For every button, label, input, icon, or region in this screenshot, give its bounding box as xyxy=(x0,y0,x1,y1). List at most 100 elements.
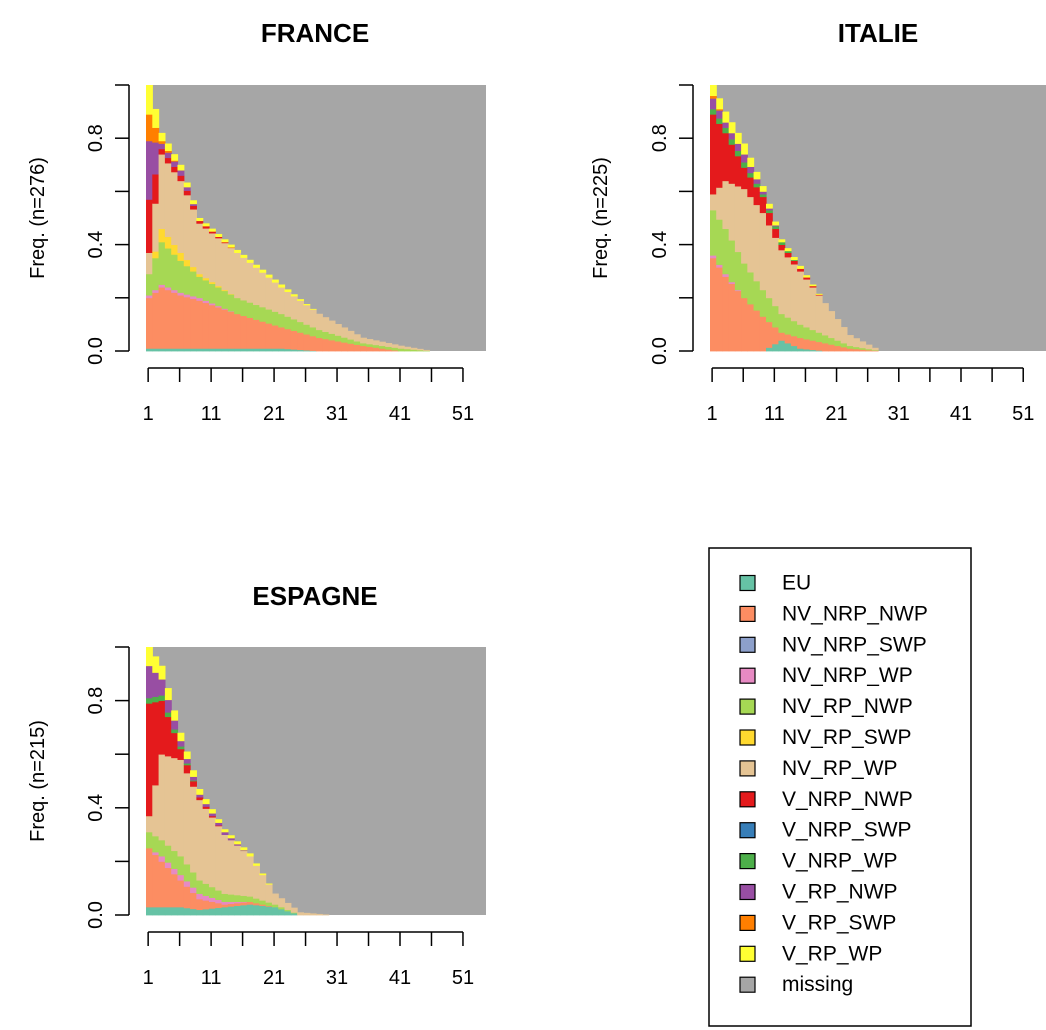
legend-swatch xyxy=(739,822,756,839)
bar-segment-nv-rp-wp xyxy=(171,757,179,852)
bar-segment-eu xyxy=(278,908,286,916)
bar-segment-v-rp-wp xyxy=(208,228,216,232)
bar-segment-nv-nrp-nwp xyxy=(741,297,748,352)
bar-segment-v-nrp-nwp xyxy=(734,155,742,187)
bar-segment-v-rp-nwp xyxy=(772,225,780,227)
bar-segment-nv-rp-wp xyxy=(259,874,267,901)
bar-segment-v-rp-nwp xyxy=(734,143,742,152)
bar-segment-v-rp-swp xyxy=(164,150,172,153)
bar-segment-nv-rp-nwp xyxy=(865,348,873,351)
bar-segment-nv-nrp-wp xyxy=(190,296,197,300)
bar-segment-nv-rp-swp xyxy=(152,251,160,259)
bar-segment-nv-rp-nwp xyxy=(246,896,254,902)
bar-segment-v-rp-wp xyxy=(809,284,817,287)
bar-segment-v-nrp-wp xyxy=(158,695,166,701)
x-tick-label: 11 xyxy=(201,403,222,425)
bar-segment-nv-rp-nwp xyxy=(366,343,374,347)
bar-segment-nv-rp-nwp xyxy=(265,309,273,324)
bar-segment-nv-rp-wp xyxy=(227,839,235,895)
bar-segment-eu xyxy=(259,348,267,352)
bar-segment-nv-rp-nwp xyxy=(728,240,736,283)
x-axis: 1 11 21 31 41 51 xyxy=(707,367,1034,425)
bar-segment-nv-rp-nwp xyxy=(215,287,223,307)
bar-segment-nv-nrp-wp xyxy=(190,887,197,894)
bar-segment-nv-rp-wp xyxy=(234,252,242,299)
bar-segment-nv-rp-swp xyxy=(164,236,172,249)
bar-segment-v-rp-nwp xyxy=(171,720,179,730)
bar-segment-v-nrp-wp xyxy=(766,210,773,214)
bar-segment-nv-nrp-nwp xyxy=(190,298,197,349)
bar-segment-v-rp-swp xyxy=(152,127,160,143)
bar-segment-nv-rp-nwp xyxy=(809,329,817,341)
bar-segment-eu xyxy=(152,906,160,916)
bar-segment-nv-nrp-wp xyxy=(215,305,223,308)
legend-swatch xyxy=(739,729,756,746)
bar-segment-v-rp-swp xyxy=(716,108,724,111)
bar-segment-nv-rp-wp xyxy=(772,237,780,307)
bar-segment-nv-nrp-wp xyxy=(177,292,185,296)
bar-segment-v-rp-wp xyxy=(221,829,229,833)
bar-segment-v-rp-wp xyxy=(259,269,267,273)
bar-segment-nv-nrp-nwp xyxy=(316,337,323,352)
legend-swatch xyxy=(739,760,756,777)
bar-segment-eu xyxy=(284,910,292,916)
bar-segment-nv-rp-wp xyxy=(183,194,191,261)
bar-segment-nv-nrp-nwp xyxy=(859,349,867,352)
bar-segment-v-nrp-nwp xyxy=(778,244,786,251)
bar-segment-nv-rp-wp xyxy=(815,295,823,333)
bar-segment-nv-rp-nwp xyxy=(778,313,786,333)
bar-segment-nv-rp-nwp xyxy=(378,345,386,349)
bar-segment-nv-rp-nwp xyxy=(183,864,191,882)
bar-segment-nv-nrp-wp xyxy=(183,881,191,887)
bar-segment-nv-nrp-nwp xyxy=(722,276,730,352)
bar-segment-nv-nrp-wp xyxy=(171,868,179,875)
bar-segment-nv-rp-wp xyxy=(171,171,179,245)
bar-segment-v-rp-nwp xyxy=(234,843,242,846)
bar-segment-nv-nrp-nwp xyxy=(221,904,229,908)
bar-segment-nv-rp-wp xyxy=(334,324,342,336)
y-axis: 0.0 0.4 0.8 xyxy=(649,84,694,365)
y-tick-label: 0.0 xyxy=(85,337,107,365)
bar-segment-nv-nrp-nwp xyxy=(227,311,235,349)
bar-segment-nv-rp-nwp xyxy=(297,321,305,333)
bar-segment-nv-rp-nwp xyxy=(741,263,748,299)
bar-segment-v-nrp-nwp xyxy=(152,701,160,786)
bar-segment-v-nrp-wp xyxy=(177,746,185,750)
bar-segment-v-rp-wp xyxy=(722,111,730,123)
bar-segment-nv-rp-nwp xyxy=(840,343,848,348)
legend-label: NV_RP_NWP xyxy=(782,695,913,718)
bar-segment-v-nrp-nwp xyxy=(759,196,767,214)
bar-segment-nv-nrp-nwp xyxy=(158,287,166,349)
bar-segment-nv-rp-nwp xyxy=(797,324,804,339)
bar-segment-nv-nrp-nwp xyxy=(747,304,755,352)
bar-segment-nv-rp-nwp xyxy=(341,337,349,343)
bar-segment-nv-nrp-nwp xyxy=(246,317,254,349)
bar-segment-eu xyxy=(271,906,279,916)
bar-segment-nv-nrp-nwp xyxy=(259,321,267,349)
bar-segment-nv-rp-nwp xyxy=(410,349,418,352)
bar-segment-v-rp-nwp xyxy=(177,170,185,176)
bar-segment-v-rp-wp xyxy=(253,264,260,268)
bar-segment-v-rp-wp xyxy=(190,770,197,777)
bar-segment-v-rp-wp xyxy=(803,275,811,278)
y-axis: 0.0 0.4 0.8 xyxy=(85,84,130,365)
bar-segment-nv-rp-swp xyxy=(196,273,204,277)
bar-segment-nv-rp-wp xyxy=(164,163,172,238)
bar-segment-nv-nrp-nwp xyxy=(759,316,767,352)
bar-segment-eu xyxy=(215,348,223,352)
legend-item: V_RP_NWP xyxy=(739,881,898,904)
legend-label: V_NRP_WP xyxy=(782,850,898,873)
bar-segment-v-rp-nwp xyxy=(152,672,160,697)
bar-segment-nv-rp-wp xyxy=(290,296,298,320)
bar-segment-v-nrp-nwp xyxy=(183,764,191,774)
bar-segment-v-nrp-wp xyxy=(753,183,761,188)
bar-segment-eu xyxy=(158,348,166,352)
bar-segment-v-nrp-wp xyxy=(190,780,197,782)
bar-segment-nv-rp-nwp xyxy=(290,912,298,914)
bar-segment-nv-nrp-wp xyxy=(164,862,172,869)
bar-segment-nv-rp-nwp xyxy=(177,856,185,876)
y-tick-label: 0.8 xyxy=(85,687,107,715)
bar-segment-v-nrp-wp xyxy=(759,194,767,198)
bar-segment-v-rp-wp xyxy=(284,289,292,292)
